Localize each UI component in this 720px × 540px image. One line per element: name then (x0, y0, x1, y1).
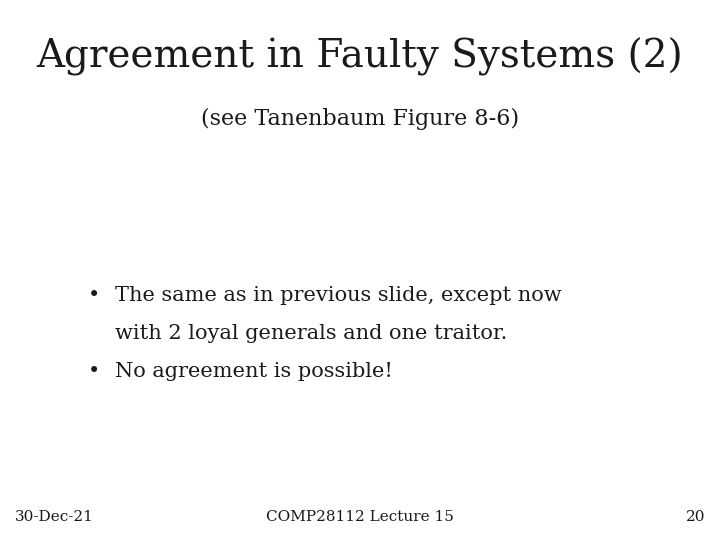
Text: 30-Dec-21: 30-Dec-21 (14, 510, 94, 524)
Text: (see Tanenbaum Figure 8-6): (see Tanenbaum Figure 8-6) (201, 108, 519, 130)
Text: with 2 loyal generals and one traitor.: with 2 loyal generals and one traitor. (115, 324, 508, 343)
Text: •: • (87, 362, 100, 381)
Text: Agreement in Faulty Systems (2): Agreement in Faulty Systems (2) (37, 38, 683, 76)
Text: The same as in previous slide, except now: The same as in previous slide, except no… (115, 286, 562, 305)
Text: 20: 20 (686, 510, 706, 524)
Text: •: • (87, 286, 100, 305)
Text: No agreement is possible!: No agreement is possible! (115, 362, 393, 381)
Text: COMP28112 Lecture 15: COMP28112 Lecture 15 (266, 510, 454, 524)
